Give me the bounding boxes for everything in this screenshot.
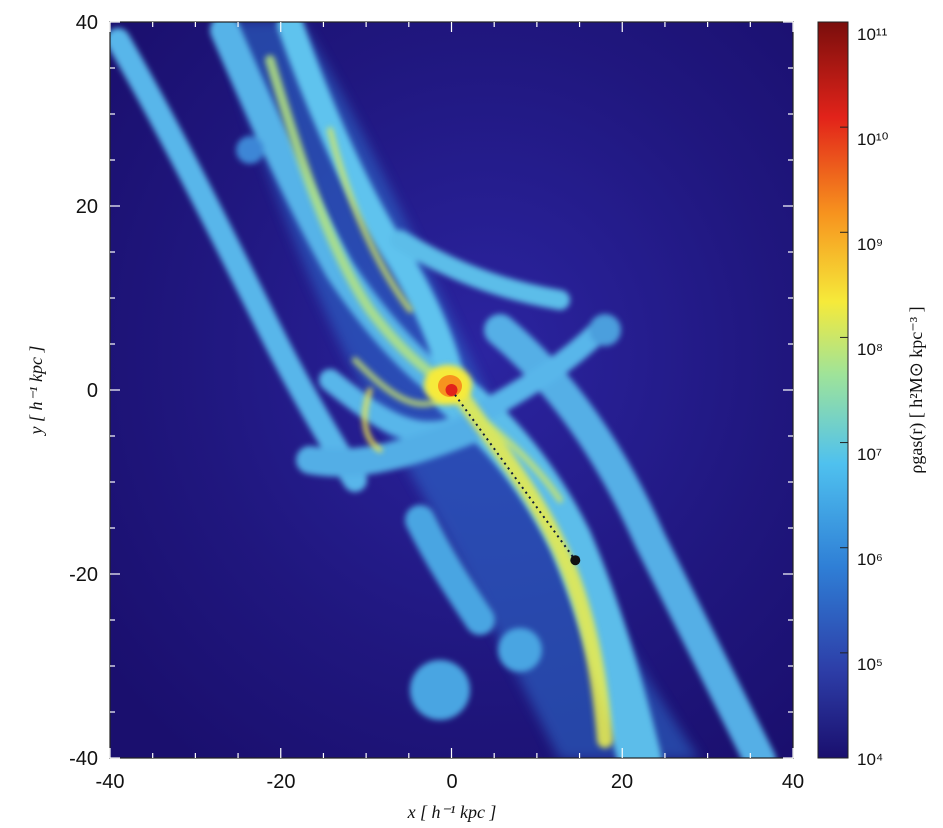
x-tick-label: 20 — [611, 771, 633, 793]
y-tick-label: -40 — [69, 748, 98, 770]
x-tick-label: -20 — [267, 771, 296, 793]
satellite-point-marker — [570, 555, 581, 566]
y-axis-label: y [ h⁻¹ kpc ] — [26, 346, 46, 437]
gas-filaments — [110, 22, 776, 758]
colorbar-tick-label: 10¹¹ — [857, 25, 888, 44]
x-tick-label: 0 — [446, 771, 457, 793]
colorbar-gradient — [817, 21, 849, 759]
trajectory-line — [450, 389, 577, 561]
x-tick-label: 40 — [782, 771, 804, 793]
y-tick-label: 0 — [87, 380, 98, 402]
x-axis-ticks — [109, 22, 794, 758]
colorbar-tick-label: 10⁸ — [857, 340, 883, 359]
colorbar-tick-label: 10⁴ — [857, 750, 883, 769]
colorbar-tick-label: 10⁵ — [857, 655, 883, 674]
y-tick-label: -20 — [69, 564, 98, 586]
galaxy-core — [424, 365, 472, 405]
colorbar-tick-label: 10⁷ — [857, 445, 882, 464]
central-point-marker — [445, 384, 458, 396]
y-tick-label: 40 — [76, 12, 98, 34]
colorbar-ticks — [840, 21, 848, 759]
colorbar-label: ρgas(r) [ h²M⊙ kpc⁻³ ] — [906, 306, 927, 473]
x-axis: -40 -20 0 20 40 x [ h⁻¹ kpc ] — [96, 771, 805, 822]
x-axis-label: x [ h⁻¹ kpc ] — [407, 802, 497, 822]
colorbar-tick-label: 10⁹ — [857, 235, 883, 254]
heatmap-area — [110, 22, 793, 758]
y-axis-ticks — [110, 21, 793, 759]
colorbar: 10¹¹ 10¹⁰ 10⁹ 10⁸ 10⁷ 10⁶ 10⁵ 10⁴ ρgas(r… — [817, 21, 927, 769]
colorbar-tick-label: 10⁶ — [857, 550, 883, 569]
y-axis: 40 20 0 -20 -40 y [ h⁻¹ kpc ] — [26, 12, 98, 770]
y-tick-label: 20 — [76, 196, 98, 218]
x-tick-label: -40 — [96, 771, 125, 793]
colorbar-tick-label: 10¹⁰ — [857, 130, 889, 149]
